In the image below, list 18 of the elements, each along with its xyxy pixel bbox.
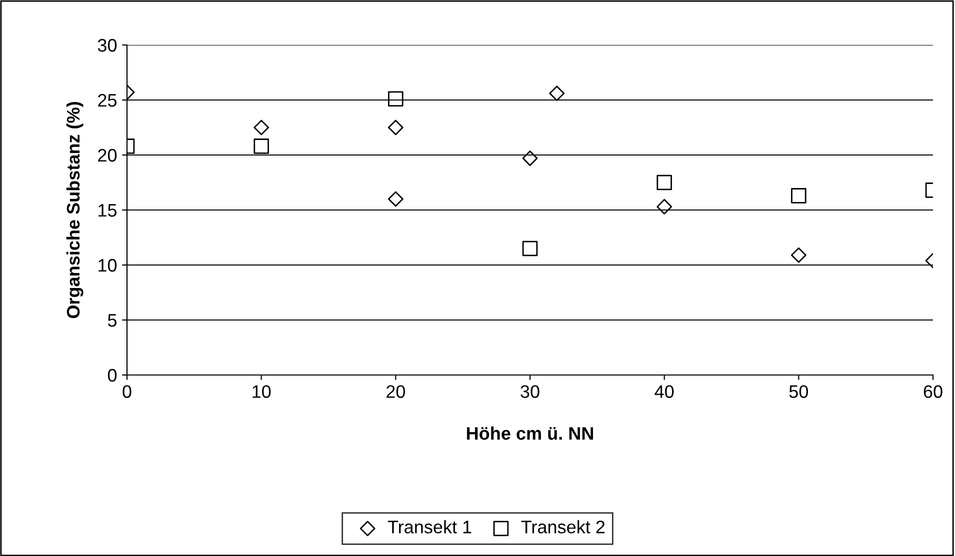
y-tick-label: 10 — [98, 258, 117, 272]
y-tick-label: 30 — [98, 38, 117, 52]
x-tick-label: 40 — [654, 385, 674, 398]
x-tick-label: 0 — [122, 385, 132, 398]
legend-label: Transekt 2 — [521, 520, 605, 534]
y-axis-title: Organsiche Substanz (%) — [66, 102, 84, 318]
y-tick-label: 0 — [108, 368, 117, 382]
x-axis-title: Höhe cm ü. NN — [467, 426, 593, 440]
y-tick-label: 5 — [108, 314, 117, 327]
x-tick-label: 50 — [789, 385, 808, 398]
x-tick-label: 10 — [252, 385, 271, 398]
x-tick-label: 60 — [924, 385, 942, 398]
x-tick-label: 20 — [386, 385, 406, 398]
y-tick-label: 15 — [98, 204, 117, 217]
y-tick-label: 25 — [98, 94, 117, 107]
y-tick-label: 20 — [98, 148, 117, 162]
x-tick-label: 30 — [520, 385, 540, 398]
legend-label: Transekt 1 — [388, 520, 472, 534]
